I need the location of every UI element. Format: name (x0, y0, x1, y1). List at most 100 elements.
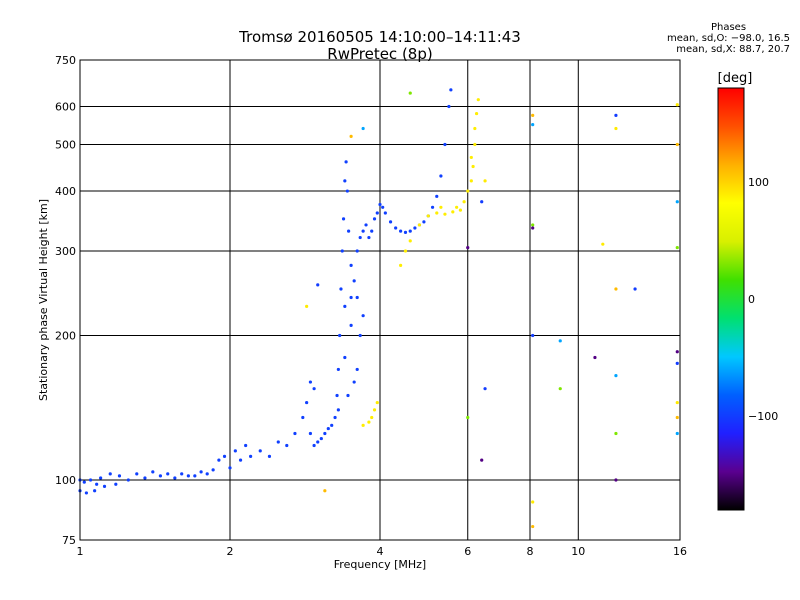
echo-point-O-66 (375, 211, 379, 215)
echo-point-O-51 (340, 249, 344, 253)
echo-point-scatter-23 (614, 478, 618, 482)
echo-point-O-88 (355, 295, 359, 300)
echo-point-X-13 (458, 208, 463, 212)
y-tick-label-5: 500 (55, 139, 76, 152)
echo-point-O-22 (199, 470, 203, 474)
echo-point-scatter-0 (316, 283, 320, 287)
echo-point-scatter-8 (531, 113, 535, 117)
echo-point-scatter-33 (675, 431, 679, 436)
echo-point-X-21 (473, 126, 477, 131)
echo-point-scatter-10 (531, 223, 535, 227)
echo-point-O-4 (88, 478, 93, 482)
echo-point-scatter-13 (531, 500, 535, 504)
echo-point-O-12 (126, 478, 130, 482)
echo-point-O-3 (84, 491, 88, 495)
echo-point-X-14 (462, 200, 466, 204)
echo-point-scatter-35 (480, 458, 484, 462)
echo-point-O-7 (99, 476, 103, 480)
echo-point-O-20 (186, 474, 190, 478)
echo-point-O-70 (388, 220, 393, 224)
echo-point-scatter-29 (675, 350, 679, 354)
echo-point-scatter-24 (633, 287, 637, 291)
echo-point-O-30 (244, 443, 248, 448)
echo-point-O-14 (143, 476, 147, 480)
echo-point-scatter-7 (483, 179, 487, 183)
echo-point-X-5 (399, 263, 403, 267)
phase-stats: Phases mean, sd,O: −98.0, 16.5 mean, sd,… (667, 22, 790, 55)
echo-point-X-16 (469, 179, 473, 183)
echo-point-O-75 (413, 226, 417, 230)
echo-point-O-94 (343, 304, 347, 309)
echo-point-scatter-15 (558, 339, 562, 343)
echo-point-O-96 (308, 380, 313, 384)
echo-point-scatter-36 (483, 387, 487, 391)
chart-title: Tromsø 20160505 14:10:00–14:11:43 (239, 28, 521, 46)
echo-point-O-57 (349, 263, 353, 267)
echo-point-O-29 (238, 458, 243, 462)
echo-point-O-19 (180, 472, 184, 476)
phase-stats-x: mean, sd,X: 88.7, 20.7 (676, 44, 790, 55)
echo-point-X-15 (466, 189, 470, 193)
echo-point-O-77 (422, 220, 426, 224)
echo-point-scatter-21 (614, 374, 618, 378)
echo-point-X-3 (372, 408, 377, 412)
y-tick-label-0: 75 (62, 534, 76, 547)
phase-stats-o: mean, sd,O: −98.0, 16.5 (667, 33, 790, 44)
echo-point-O-47 (335, 393, 339, 398)
echo-point-X-19 (474, 111, 479, 116)
echo-point-O-58 (352, 279, 356, 283)
echo-point-O-36 (293, 431, 297, 436)
echo-point-scatter-22 (614, 431, 618, 436)
x-axis-label: Frequency [MHz] (334, 558, 426, 571)
x-tick-label-6: 16 (673, 545, 687, 558)
echo-point-scatter-11 (531, 226, 535, 230)
echo-point-scatter-6 (480, 200, 484, 204)
echo-point-scatter-17 (593, 355, 597, 360)
echo-point-O-86 (343, 355, 347, 360)
echo-point-O-26 (222, 454, 227, 459)
echo-point-O-21 (193, 474, 197, 478)
echo-point-O-13 (135, 472, 139, 476)
echo-point-O-64 (370, 229, 374, 233)
echo-point-O-93 (361, 314, 365, 318)
echo-point-O-43 (323, 431, 327, 436)
echo-point-O-83 (447, 104, 451, 109)
x-tick-label-0: 1 (77, 545, 84, 558)
echo-point-scatter-19 (614, 126, 618, 131)
echo-point-O-87 (349, 323, 353, 327)
echo-point-O-53 (343, 179, 347, 183)
echo-point-O-65 (372, 217, 377, 221)
echo-point-scatter-34 (466, 415, 470, 420)
y-tick-label-1: 100 (55, 474, 76, 487)
colorbar-tick-2: −100 (748, 410, 778, 423)
echo-points (78, 88, 679, 529)
echo-point-O-54 (344, 160, 348, 164)
echo-point-O-6 (95, 482, 99, 486)
echo-point-O-79 (430, 205, 435, 209)
echo-point-O-18 (173, 476, 177, 480)
echo-point-O-59 (355, 249, 359, 253)
echo-point-O-97 (312, 387, 316, 391)
x-tick-label-1: 2 (227, 545, 234, 558)
echo-point-X-2 (370, 415, 374, 420)
echo-point-scatter-38 (323, 489, 327, 493)
echo-point-scatter-37 (601, 242, 605, 246)
echo-point-X-0 (361, 423, 365, 427)
echo-point-O-25 (217, 458, 221, 462)
echo-point-O-82 (443, 142, 447, 147)
phase-colorbar: [deg] 100 0 −100 (717, 71, 778, 511)
echo-point-O-27 (228, 466, 232, 470)
echo-point-scatter-18 (614, 113, 618, 117)
echo-point-O-2 (82, 480, 86, 484)
echo-point-O-74 (408, 229, 412, 233)
chart-subtitle: RwPretec (8p) (327, 45, 433, 63)
echo-point-X-10 (435, 211, 439, 215)
echo-point-X-6 (403, 249, 408, 253)
phase-stats-heading: Phases (710, 22, 747, 33)
y-axis-label: Stationary phase Virtual Height [km] (37, 199, 50, 401)
echo-point-scatter-31 (675, 400, 679, 405)
echo-point-O-67 (378, 202, 382, 207)
echo-point-X-7 (408, 239, 412, 243)
echo-point-O-56 (347, 229, 351, 233)
